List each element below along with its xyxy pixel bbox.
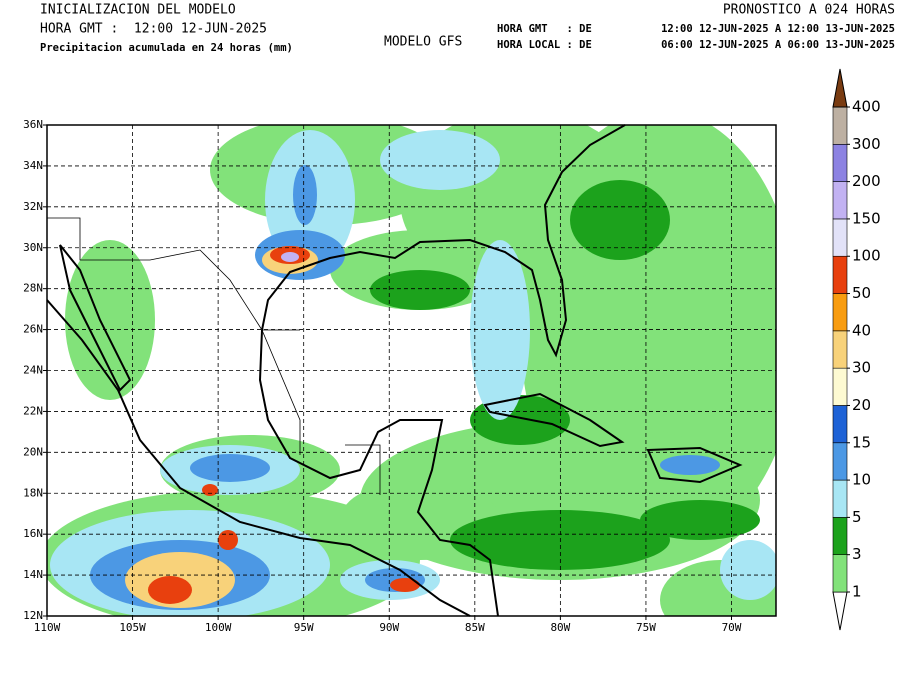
x-tick-label: 80W <box>550 621 570 634</box>
colorbar-bin <box>832 293 848 332</box>
colorbar-label: 20 <box>852 396 871 414</box>
colorbar-label: 200 <box>852 172 881 190</box>
geography <box>46 124 743 617</box>
colorbar-label: 30 <box>852 359 871 377</box>
init-title: INICIALIZACION DEL MODELO <box>40 3 236 18</box>
y-tick-label: 12N <box>23 609 43 622</box>
y-tick-label: 20N <box>23 445 43 458</box>
y-tick-label: 18N <box>23 486 43 499</box>
colorbar-end <box>832 68 848 108</box>
colorbar-bin <box>832 479 848 518</box>
local-range: 06:00 12-JUN-2025 A 06:00 13-JUN-2025 <box>661 39 895 51</box>
colorbar-bin <box>832 517 848 555</box>
y-tick-label: 14N <box>23 568 43 581</box>
colorbar-label: 3 <box>852 545 862 563</box>
colorbar-bin <box>832 442 848 481</box>
x-tick-label: 70W <box>722 621 742 634</box>
colorbar-bin <box>832 181 848 220</box>
colorbar-label: 10 <box>852 471 871 489</box>
colorbar-bin <box>832 144 848 182</box>
colorbar-bin <box>832 367 848 406</box>
init-time: HORA GMT : 12:00 12-JUN-2025 <box>40 22 267 37</box>
colorbar-bin <box>832 330 848 369</box>
x-tick-label: 100W <box>205 621 232 634</box>
model: MODELO GFS <box>384 35 462 50</box>
gmt-label: HORA GMT : DE <box>497 23 592 35</box>
x-tick-label: 105W <box>119 621 146 634</box>
colorbar-label: 100 <box>852 247 881 265</box>
y-tick-label: 24N <box>23 364 43 377</box>
local-label: HORA LOCAL : DE <box>497 39 592 51</box>
precip-field <box>47 125 776 616</box>
y-tick-label: 26N <box>23 323 43 336</box>
colorbar-bin <box>832 255 848 294</box>
y-tick-label: 32N <box>23 200 43 213</box>
colorbar-label: 1 <box>852 583 862 601</box>
x-tick-label: 75W <box>636 621 656 634</box>
y-tick-label: 34N <box>23 159 43 172</box>
x-tick-label: 110W <box>34 621 61 634</box>
colorbar-label: 5 <box>852 508 862 526</box>
y-tick-label: 16N <box>23 527 43 540</box>
colorbar-label: 150 <box>852 209 881 227</box>
y-tick-label: 36N <box>23 118 43 131</box>
forecast: PRONOSTICO A 024 HORAS <box>723 3 895 18</box>
x-tick-label: 85W <box>465 621 485 634</box>
x-tick-label: 90W <box>379 621 399 634</box>
colorbar-label: 50 <box>852 284 871 302</box>
y-tick-label: 28N <box>23 282 43 295</box>
y-tick-label: 30N <box>23 241 43 254</box>
colorbar-bin <box>832 405 848 444</box>
colorbar-bin <box>832 218 848 257</box>
colorbar-label: 15 <box>852 433 871 451</box>
x-tick-label: 95W <box>294 621 314 634</box>
y-tick-label: 22N <box>23 404 43 417</box>
colorbar-bin <box>832 554 848 593</box>
gmt-range: 12:00 12-JUN-2025 A 12:00 13-JUN-2025 <box>661 23 895 35</box>
colorbar-bin <box>832 106 848 145</box>
colorbar-label: 40 <box>852 321 871 339</box>
colorbar-label: 300 <box>852 135 881 153</box>
colorbar-end <box>832 591 848 631</box>
colorbar-label: 400 <box>852 98 881 116</box>
variable: Precipitacion acumulada en 24 horas (mm) <box>40 42 293 54</box>
